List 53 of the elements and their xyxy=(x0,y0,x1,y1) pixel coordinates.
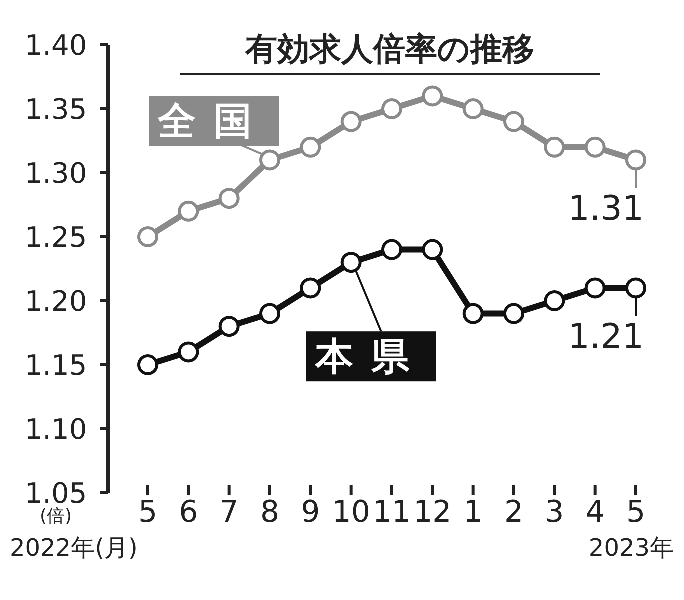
point xyxy=(422,239,444,260)
point xyxy=(260,150,280,171)
point xyxy=(544,136,566,158)
x-tick-label: 5 xyxy=(626,495,646,530)
x-tick-label: 12 xyxy=(414,495,452,530)
point xyxy=(218,316,240,338)
x-tick-label: 10 xyxy=(332,495,370,530)
point xyxy=(584,278,606,299)
y-tick-label: 1.35 xyxy=(24,92,88,126)
point xyxy=(178,200,200,222)
text: 2023年 xyxy=(588,534,674,562)
point xyxy=(178,342,200,363)
y-tick-label: 1.10 xyxy=(24,412,88,446)
point xyxy=(300,136,322,158)
y-tick-label: 1.20 xyxy=(24,284,88,318)
x-tick-label: 1 xyxy=(464,495,483,530)
point xyxy=(300,278,322,299)
point xyxy=(422,86,444,107)
point xyxy=(138,226,158,248)
x-tick-label: 8 xyxy=(260,495,280,530)
point xyxy=(544,290,566,312)
point xyxy=(218,188,240,210)
data-label: 1.31 xyxy=(568,189,644,230)
point xyxy=(504,303,524,324)
point xyxy=(504,111,524,132)
x-tick-label: 3 xyxy=(545,495,564,530)
y-tick-label: 1.15 xyxy=(24,348,88,382)
point xyxy=(626,278,646,299)
data-label: 1.21 xyxy=(568,317,644,358)
point xyxy=(584,136,606,158)
x-tick-label: 4 xyxy=(586,495,605,530)
x-tick-label: 2 xyxy=(504,495,524,530)
point xyxy=(260,303,280,324)
y-tick-label: 1.25 xyxy=(24,220,88,254)
y-tick-label: 1.30 xyxy=(24,156,88,190)
point xyxy=(462,303,484,324)
x-tick-label: 7 xyxy=(220,495,239,530)
x-tick-label: 9 xyxy=(301,495,320,530)
chart-title: 有効求人倍率の推移 xyxy=(244,30,534,68)
point xyxy=(382,239,402,260)
point xyxy=(462,98,484,120)
series-label: 全国 xyxy=(157,99,270,144)
legend-label: 本県 xyxy=(314,334,428,379)
x-tick-label: 5 xyxy=(138,495,158,530)
point xyxy=(382,98,402,120)
point xyxy=(340,111,362,132)
y-tick-label: 1.40 xyxy=(24,28,88,62)
x-tick-label: 6 xyxy=(179,495,198,530)
point xyxy=(340,252,362,274)
text: 2022年(月) xyxy=(10,534,138,562)
point xyxy=(626,150,646,171)
x-tick-label: 11 xyxy=(372,495,412,530)
point xyxy=(138,354,158,376)
